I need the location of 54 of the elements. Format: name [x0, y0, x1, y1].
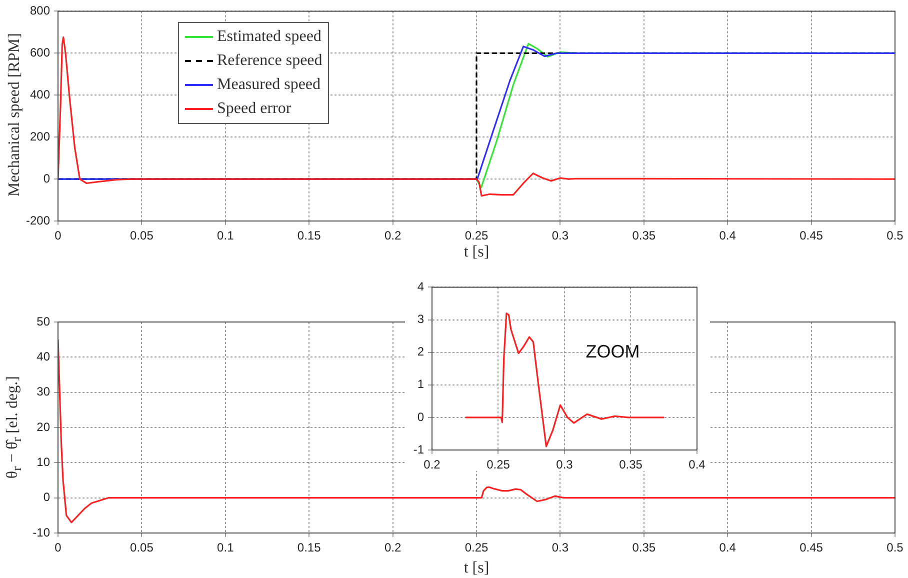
y-tick-label: 800: [30, 4, 50, 18]
y-tick-label: -200: [26, 213, 50, 228]
y-tick-label: 2: [417, 344, 424, 359]
legend-label: Estimated speed: [217, 27, 322, 47]
x-tick-label: 0.5: [886, 540, 904, 555]
x-tick-label: 0.25: [486, 458, 510, 472]
y-tick-label: -10: [32, 525, 50, 540]
x-tick-label: 0.15: [297, 228, 322, 243]
y-tick-label: 600: [30, 45, 50, 60]
y-tick-label: 4: [417, 280, 424, 294]
y-tick-label: -1: [413, 442, 424, 456]
annotation: ZOOM: [586, 341, 640, 362]
x-tick-label: 0.5: [886, 228, 904, 243]
y-tick-label: 10: [36, 454, 50, 469]
y-tick-label: 0: [417, 410, 424, 424]
x-tick-label: 0.05: [130, 540, 154, 555]
y-tick-label: 0: [43, 171, 50, 186]
y-tick-label: 1: [417, 377, 424, 392]
x-tick-label: 0: [54, 540, 62, 555]
x-tick-label: 0.2: [384, 540, 402, 555]
x-tick-label: 0.15: [297, 540, 322, 555]
y-axis-title: Mechanical speed [RPM]: [6, 32, 24, 196]
y-tick-label: 30: [36, 384, 50, 399]
y-tick-label: 200: [30, 129, 50, 144]
x-tick-label: 0.25: [464, 540, 488, 555]
legend-label: Speed error: [217, 99, 292, 119]
legend-label: Reference speed: [217, 51, 322, 71]
x-tick-label: 0.3: [556, 458, 574, 472]
y-tick-label: 3: [417, 312, 424, 326]
x-tick-label: 0.1: [217, 228, 234, 243]
y-tick-label: 40: [36, 349, 50, 364]
x-tick-label: 0.35: [619, 458, 643, 472]
x-axis-title: t [s]: [464, 244, 490, 261]
x-axis-title: t [s]: [464, 560, 490, 577]
y-tick-label: 20: [36, 420, 50, 434]
x-tick-label: 0.25: [464, 228, 488, 243]
x-tick-label: 0.05: [130, 228, 154, 243]
x-tick-label: 0.4: [688, 458, 706, 472]
x-tick-label: 0.2: [424, 458, 441, 472]
x-tick-label: 0.35: [632, 540, 656, 555]
x-tick-label: 0.3: [552, 540, 569, 555]
x-tick-label: 0.45: [800, 540, 824, 555]
x-tick-label: 0.4: [719, 540, 736, 555]
y-tick-label: 400: [30, 87, 50, 102]
x-tick-label: 0.4: [719, 228, 736, 243]
legend-label: Measured speed: [217, 75, 321, 95]
x-tick-label: 0.3: [552, 228, 569, 243]
x-tick-label: 0.45: [800, 228, 824, 243]
x-tick-label: 0.35: [632, 228, 656, 243]
x-tick-label: 0.2: [384, 228, 402, 243]
x-tick-label: 0: [54, 228, 62, 243]
y-tick-label: 0: [43, 490, 50, 504]
y-tick-label: 50: [36, 314, 50, 328]
x-tick-label: 0.1: [217, 540, 234, 555]
